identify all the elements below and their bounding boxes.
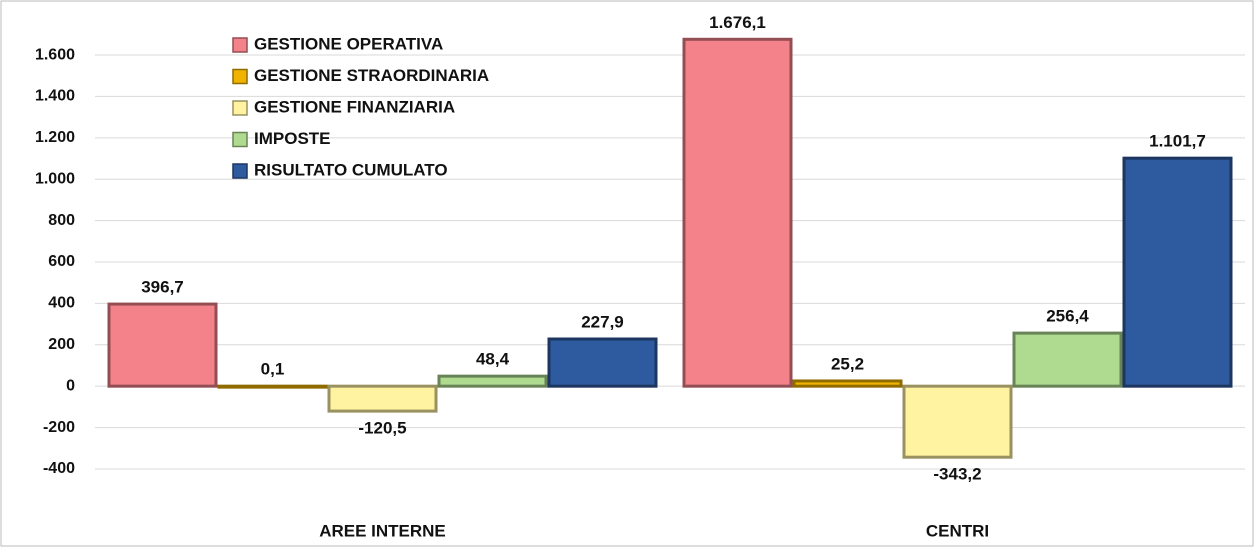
value-label: 227,9 [581,312,624,331]
y-tick-label: -400 [43,460,75,477]
bar [682,37,793,388]
legend-swatch [232,68,248,85]
bar [327,384,438,413]
legend-swatch [232,37,248,53]
bar [547,337,658,388]
legend-label: GESTIONE OPERATIVA [254,34,443,53]
legend-label: IMPOSTE [254,129,331,148]
y-tick-label: 0 [66,377,75,394]
y-tick-label: 1.600 [35,46,75,63]
value-label: 48,4 [476,350,510,369]
x-tick-label: CENTRI [926,521,989,540]
bar [1122,156,1233,388]
y-tick-label: 1.400 [35,88,75,105]
legend-label: RISULTATO CUMULATO [254,160,448,179]
bar [217,384,328,389]
y-tick-label: 200 [48,336,75,353]
value-label: 25,2 [831,354,864,373]
bar [902,384,1013,459]
bar [437,374,548,388]
value-label: 396,7 [141,278,184,297]
legend-label: GESTIONE FINANZIARIA [254,97,455,116]
bar [1012,331,1123,388]
value-label: -120,5 [358,419,406,438]
value-label: -343,2 [933,465,981,484]
value-label: 1.101,7 [1149,132,1206,151]
y-tick-label: 400 [48,295,75,312]
bar [792,379,903,388]
legend-swatch [232,100,248,116]
legend-label: GESTIONE STRAORDINARIA [254,66,489,85]
y-tick-label: 600 [48,253,75,270]
y-tick-label: 1.000 [35,170,75,187]
y-tick-label: 1.200 [35,129,75,146]
bar [107,302,218,388]
value-label: 1.676,1 [709,13,766,32]
y-tick-label: -200 [43,419,75,436]
value-label: 256,4 [1046,307,1089,326]
legend-swatch [232,163,248,179]
y-tick-label: 800 [48,212,75,229]
value-label: 0,1 [261,360,285,379]
x-tick-label: AREE INTERNE [319,521,446,540]
legend-swatch [232,131,248,148]
